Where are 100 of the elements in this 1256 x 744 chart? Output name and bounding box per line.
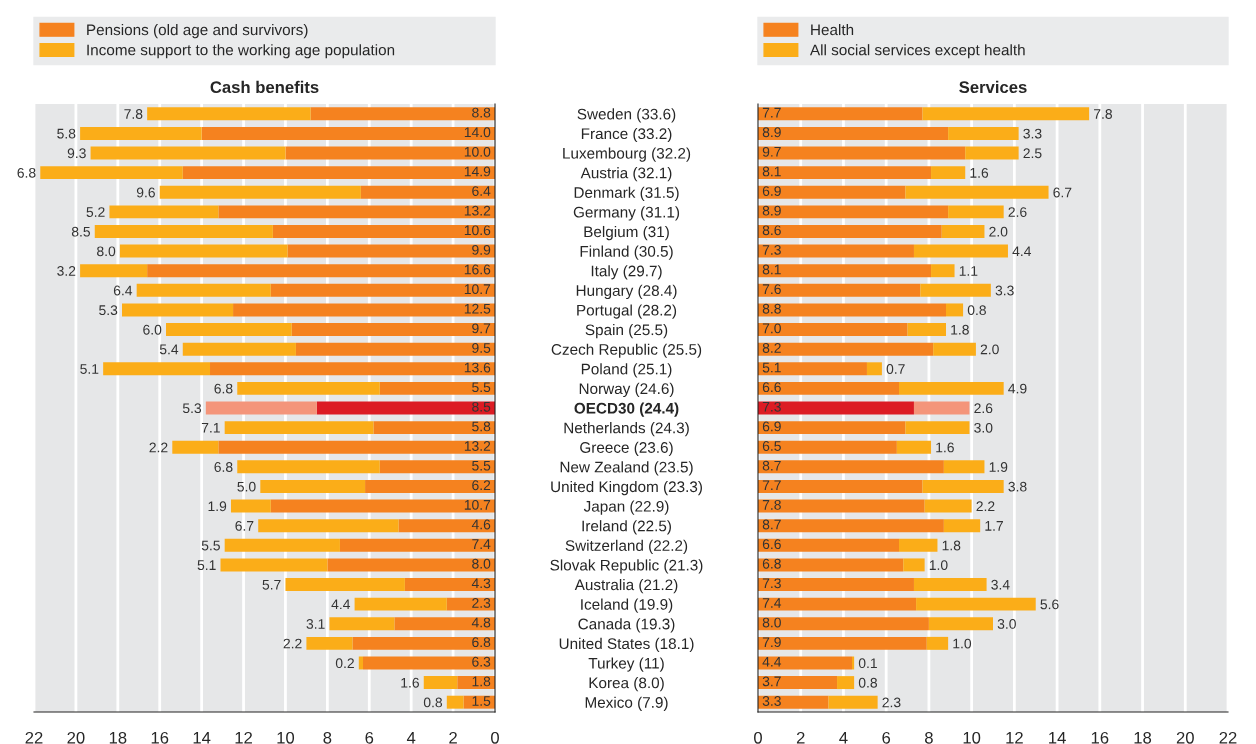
data-label: 1.8 bbox=[951, 324, 969, 335]
bar bbox=[828, 695, 878, 709]
bar bbox=[758, 362, 867, 376]
y-tick-label: Ireland (22.5) bbox=[582, 520, 671, 535]
data-label: 4.9 bbox=[1008, 383, 1027, 394]
data-label: 5.6 bbox=[1040, 599, 1059, 610]
y-tick-label: Turkey (11) bbox=[588, 657, 664, 672]
data-label: 6.0 bbox=[143, 324, 162, 335]
x-tick-label: 10 bbox=[963, 731, 981, 744]
data-label: 6.8 bbox=[214, 462, 233, 472]
bar bbox=[905, 185, 1049, 199]
bar bbox=[758, 440, 897, 454]
bar bbox=[122, 303, 234, 317]
bar bbox=[946, 303, 964, 317]
data-label: 3.3 bbox=[762, 696, 781, 706]
y-tick-label: Korea (8.0) bbox=[589, 677, 664, 692]
bar bbox=[230, 499, 271, 513]
bar bbox=[233, 303, 495, 317]
y-tick-label: France (33.2) bbox=[581, 127, 672, 143]
x-tick-label: 2 bbox=[796, 731, 805, 744]
x-tick-label: 14 bbox=[193, 732, 211, 744]
data-label: 7.9 bbox=[762, 637, 781, 648]
data-label: 7.8 bbox=[762, 499, 781, 510]
data-label: 8.5 bbox=[71, 226, 91, 237]
x-tick-label: 8 bbox=[323, 731, 332, 744]
bar bbox=[103, 362, 211, 376]
y-tick-label: Portugal (28.2) bbox=[577, 304, 677, 319]
bar bbox=[220, 558, 328, 572]
data-label: 1.0 bbox=[929, 560, 948, 571]
bar bbox=[899, 381, 1004, 395]
bar bbox=[327, 558, 495, 572]
data-label: 5.3 bbox=[99, 305, 118, 316]
bar bbox=[379, 460, 495, 474]
bar bbox=[758, 519, 944, 533]
bar bbox=[943, 519, 981, 533]
bar bbox=[758, 323, 908, 337]
bar bbox=[457, 676, 495, 690]
bar bbox=[903, 558, 925, 572]
chart-title: Cash benefits bbox=[210, 80, 319, 94]
bar bbox=[922, 107, 1090, 121]
y-tick-label: Czech Republic (25.5) bbox=[551, 343, 702, 358]
data-label: 13.2 bbox=[464, 441, 491, 451]
bar bbox=[758, 421, 906, 435]
data-label: 5.5 bbox=[201, 540, 220, 551]
data-label: 8.2 bbox=[762, 343, 781, 353]
data-label: 4.4 bbox=[762, 657, 782, 667]
data-label: 8.7 bbox=[762, 460, 781, 471]
data-label: 7.1 bbox=[201, 423, 220, 433]
data-label: 16.6 bbox=[464, 264, 491, 275]
x-tick-label: 2 bbox=[449, 731, 457, 744]
data-label: 10.0 bbox=[464, 146, 491, 157]
bar bbox=[866, 362, 882, 376]
data-label: 10.7 bbox=[464, 284, 491, 295]
data-label: 0.8 bbox=[858, 677, 878, 688]
bar bbox=[941, 225, 985, 238]
data-label: 6.3 bbox=[472, 656, 491, 667]
data-label: 9.9 bbox=[472, 244, 491, 255]
x-tick-label: 12 bbox=[1006, 731, 1023, 744]
data-label: 2.2 bbox=[149, 442, 168, 453]
data-label: 8.1 bbox=[762, 166, 781, 177]
data-label: 7.3 bbox=[762, 401, 781, 412]
bar bbox=[285, 578, 405, 591]
bar bbox=[218, 440, 495, 454]
bar bbox=[758, 205, 949, 219]
data-label: 1.6 bbox=[401, 677, 419, 688]
bar bbox=[907, 323, 946, 337]
data-label: 10.7 bbox=[464, 499, 491, 510]
data-label: 9.3 bbox=[67, 148, 86, 159]
data-label: 6.6 bbox=[762, 539, 781, 550]
bar bbox=[948, 126, 1019, 140]
data-label: 0.8 bbox=[967, 305, 986, 316]
data-label: 4.8 bbox=[471, 617, 491, 628]
bar bbox=[758, 578, 914, 591]
data-label: 3.7 bbox=[762, 676, 781, 687]
bar bbox=[758, 636, 927, 650]
data-label: 7.7 bbox=[762, 480, 781, 491]
x-tick-label: 0 bbox=[754, 731, 762, 744]
data-label: 4.4 bbox=[331, 599, 351, 610]
data-label: 8.7 bbox=[762, 519, 781, 530]
x-tick-label: 20 bbox=[1176, 731, 1194, 744]
data-label: 2.0 bbox=[980, 344, 999, 355]
bar bbox=[926, 636, 949, 650]
y-tick-label: Japan (22.9) bbox=[583, 500, 669, 515]
data-label: 0.7 bbox=[886, 364, 905, 374]
data-label: 1.1 bbox=[959, 266, 978, 276]
data-label: 5.4 bbox=[159, 344, 179, 355]
data-label: 6.8 bbox=[472, 637, 491, 648]
bar bbox=[896, 440, 932, 454]
data-label: 1.5 bbox=[472, 696, 491, 706]
data-label: 0.8 bbox=[423, 697, 443, 708]
x-tick-label: 18 bbox=[109, 731, 127, 744]
data-label: 9.7 bbox=[472, 323, 491, 334]
data-label: 13.2 bbox=[464, 205, 491, 216]
y-tick-label: Poland (25.1) bbox=[581, 363, 672, 378]
legend-label: Income support to the working age population bbox=[87, 44, 395, 59]
bar bbox=[237, 460, 380, 474]
x-tick-label: 0 bbox=[491, 731, 499, 744]
x-tick-label: 4 bbox=[406, 732, 416, 744]
bar bbox=[339, 538, 495, 552]
y-tick-label: United States (18.1) bbox=[559, 637, 694, 653]
